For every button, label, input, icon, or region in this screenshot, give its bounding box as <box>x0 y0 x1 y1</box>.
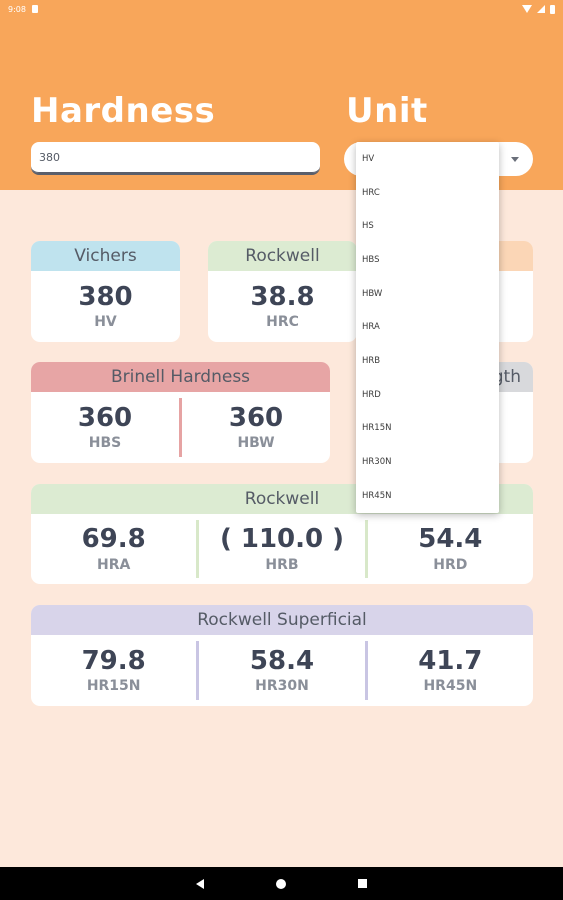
vichers-card: Vichers 380 HV <box>31 241 180 342</box>
unit-option-hra[interactable]: HRA <box>362 322 380 333</box>
unit-option-hrb[interactable]: HRB <box>362 355 381 366</box>
hbs-unit: HBS <box>88 435 122 452</box>
hrc-unit: HRC <box>266 314 299 331</box>
unit-option-hbw[interactable]: HBW <box>362 288 383 299</box>
hbs-value: 360 <box>77 402 133 433</box>
hr30n-unit: HR30N <box>255 678 309 695</box>
unit-option-hr45n[interactable]: HR45N <box>362 490 392 501</box>
hbw-unit: HBW <box>237 435 275 452</box>
divider <box>364 520 368 578</box>
home-icon[interactable] <box>276 878 286 889</box>
brinell-card-title: Brinell Hardness <box>31 362 330 392</box>
hrd-unit: HRD <box>433 556 468 573</box>
hr15n-unit: HR15N <box>86 678 141 695</box>
battery-icon <box>550 4 555 14</box>
hrd-value: 54.4 <box>418 524 483 555</box>
hrb-unit: HRB <box>265 556 299 573</box>
hr15n-value: 79.8 <box>81 645 146 676</box>
divider <box>179 398 182 457</box>
hv-unit: HV <box>94 314 117 331</box>
unit-option-hrc[interactable]: HRC <box>362 187 380 198</box>
signal-icon <box>537 5 545 13</box>
hr30n-value: 58.4 <box>249 645 315 676</box>
recents-icon[interactable] <box>358 879 367 888</box>
unit-option-hr30n[interactable]: HR30N <box>362 457 392 468</box>
hrc-value: 38.8 <box>250 281 315 312</box>
unit-dropdown-menu: HV HRC HS HBS HBW HRA HRB HRD HR15N HR30… <box>356 142 499 513</box>
back-icon[interactable] <box>196 878 204 889</box>
rockwell-c-card-title: Rockwell <box>208 241 357 271</box>
unit-option-hrd[interactable]: HRD <box>362 389 381 400</box>
hardness-input[interactable] <box>31 142 320 175</box>
chevron-down-icon[interactable] <box>511 157 519 162</box>
hra-unit: HRA <box>96 556 131 573</box>
vichers-card-title: Vichers <box>31 241 180 271</box>
unit-option-hv[interactable]: HV <box>362 153 375 164</box>
unit-option-hbs[interactable]: HBS <box>362 254 380 265</box>
hr45n-value: 41.7 <box>418 645 483 676</box>
rockwell-superficial-card: Rockwell Superficial 79.8 HR15N 58.4 HR3… <box>31 605 533 706</box>
rockwell-c-card: Rockwell 38.8 HRC <box>208 241 357 342</box>
wifi-icon <box>522 5 532 13</box>
hv-value: 380 <box>78 281 133 312</box>
unit-option-hs[interactable]: HS <box>362 221 374 232</box>
rockwell-superficial-card-title: Rockwell Superficial <box>31 605 533 635</box>
hardness-title: Hardness <box>31 91 216 131</box>
unit-title: Unit <box>346 91 428 131</box>
hrb-value: ( 110.0 ) <box>219 524 345 555</box>
hbw-value: 360 <box>228 402 284 433</box>
status-bar: 9:08 <box>0 0 563 18</box>
hra-value: 69.8 <box>81 524 146 555</box>
divider <box>364 641 368 700</box>
divider <box>196 520 200 578</box>
unit-option-hr15n[interactable]: HR15N <box>362 423 392 434</box>
hr45n-unit: HR45N <box>423 678 478 695</box>
navigation-bar <box>0 867 563 900</box>
divider <box>196 641 200 700</box>
status-time: 9:08 <box>8 4 26 14</box>
sim-card-icon <box>31 5 38 13</box>
brinell-card: Brinell Hardness 360 HBS 360 HBW <box>31 362 330 463</box>
